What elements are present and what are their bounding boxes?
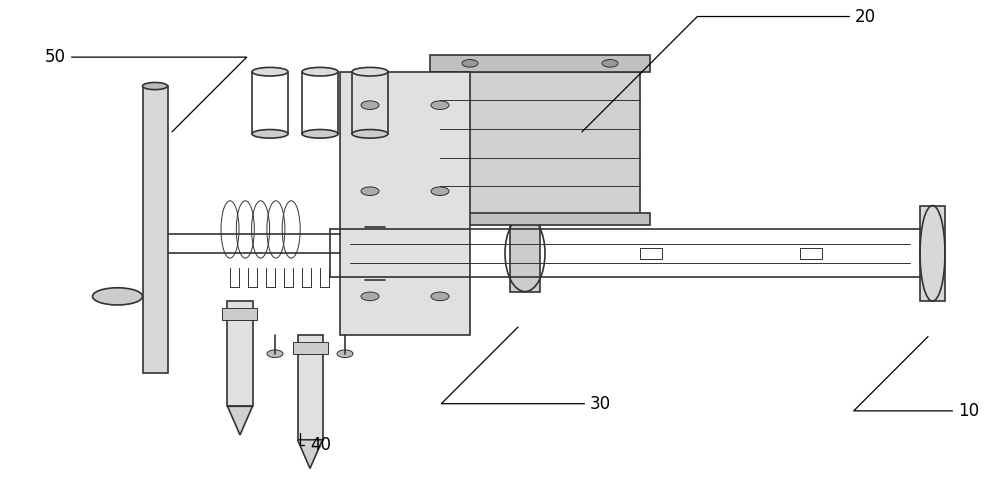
Bar <box>430 213 650 225</box>
Ellipse shape <box>431 101 449 109</box>
Ellipse shape <box>352 67 388 76</box>
Text: 40: 40 <box>300 433 331 454</box>
Ellipse shape <box>462 60 478 67</box>
Bar <box>440 72 640 215</box>
Ellipse shape <box>252 67 288 76</box>
Bar <box>143 86 168 373</box>
Ellipse shape <box>431 187 449 196</box>
Ellipse shape <box>302 67 338 76</box>
Ellipse shape <box>143 83 168 90</box>
Bar <box>510 215 540 292</box>
Ellipse shape <box>252 130 288 138</box>
Bar <box>920 206 945 301</box>
Text: 20: 20 <box>582 8 876 132</box>
Bar <box>292 342 328 354</box>
Ellipse shape <box>352 130 388 138</box>
Ellipse shape <box>361 101 379 109</box>
Text: 10: 10 <box>854 337 979 420</box>
Bar <box>222 308 257 320</box>
Text: 50: 50 <box>45 48 247 132</box>
Text: 30: 30 <box>441 327 611 413</box>
Polygon shape <box>227 406 252 435</box>
Bar <box>800 248 822 259</box>
Ellipse shape <box>302 130 338 138</box>
Ellipse shape <box>361 187 379 196</box>
Ellipse shape <box>431 292 449 301</box>
Bar <box>298 335 322 440</box>
Ellipse shape <box>602 60 618 67</box>
Bar <box>340 72 470 335</box>
Bar <box>430 55 650 72</box>
Ellipse shape <box>337 350 353 358</box>
Bar <box>227 301 252 406</box>
Bar <box>640 248 662 259</box>
Ellipse shape <box>267 350 283 358</box>
Ellipse shape <box>361 292 379 301</box>
Polygon shape <box>298 440 322 468</box>
Ellipse shape <box>92 288 143 305</box>
Ellipse shape <box>343 227 387 280</box>
